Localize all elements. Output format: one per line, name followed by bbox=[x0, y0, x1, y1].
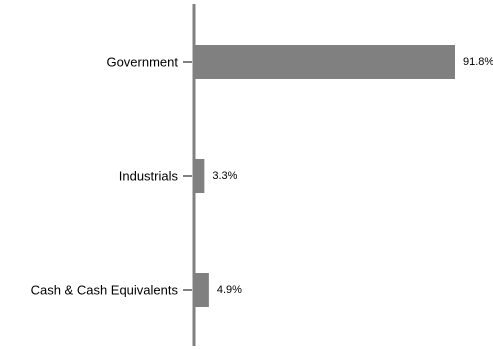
bar-2 bbox=[195, 273, 209, 307]
category-label: Government bbox=[106, 55, 178, 70]
bars bbox=[195, 45, 455, 307]
category-ticks bbox=[183, 61, 192, 291]
value-label: 3.3% bbox=[212, 170, 237, 182]
category-labels: Government Industrials Cash & Cash Equival… bbox=[31, 55, 179, 298]
value-label: 91.8% bbox=[463, 56, 493, 68]
value-label: 4.9% bbox=[217, 284, 242, 296]
bar-0 bbox=[195, 45, 455, 79]
category-label: Cash & Cash Equivalents bbox=[31, 283, 179, 298]
bar-1 bbox=[195, 159, 205, 193]
category-label: Industrials bbox=[119, 169, 179, 184]
value-labels: 91.8% 3.3% 4.9% bbox=[212, 56, 493, 296]
